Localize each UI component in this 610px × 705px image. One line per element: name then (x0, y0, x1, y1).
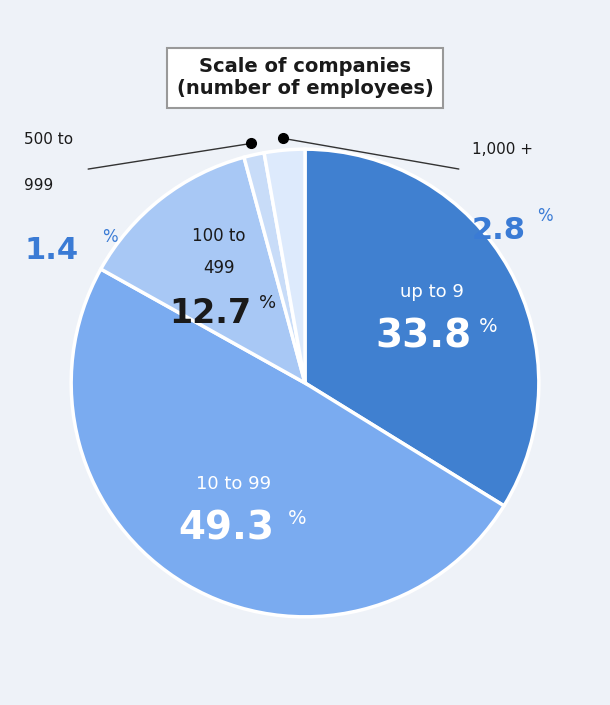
Text: 2.8: 2.8 (472, 216, 526, 245)
Text: 499: 499 (203, 259, 234, 277)
Text: 1,000 +: 1,000 + (472, 142, 533, 157)
Text: %: % (479, 317, 498, 336)
Text: Scale of companies
(number of employees): Scale of companies (number of employees) (177, 58, 433, 99)
Wedge shape (101, 157, 305, 383)
Text: 100 to: 100 to (192, 227, 245, 245)
Text: %: % (259, 294, 276, 312)
Wedge shape (264, 149, 305, 383)
Text: 999: 999 (24, 178, 54, 193)
Text: %: % (537, 207, 553, 226)
Text: 1.4: 1.4 (24, 236, 79, 265)
Wedge shape (71, 269, 504, 617)
Text: %: % (102, 228, 117, 245)
Text: 10 to 99: 10 to 99 (196, 474, 271, 493)
Text: up to 9: up to 9 (400, 283, 464, 301)
Text: 49.3: 49.3 (178, 510, 274, 547)
Text: 12.7: 12.7 (170, 297, 251, 329)
Wedge shape (244, 153, 305, 383)
Text: 33.8: 33.8 (375, 318, 472, 356)
Text: %: % (288, 509, 306, 528)
Wedge shape (305, 149, 539, 505)
Text: 500 to: 500 to (24, 132, 74, 147)
